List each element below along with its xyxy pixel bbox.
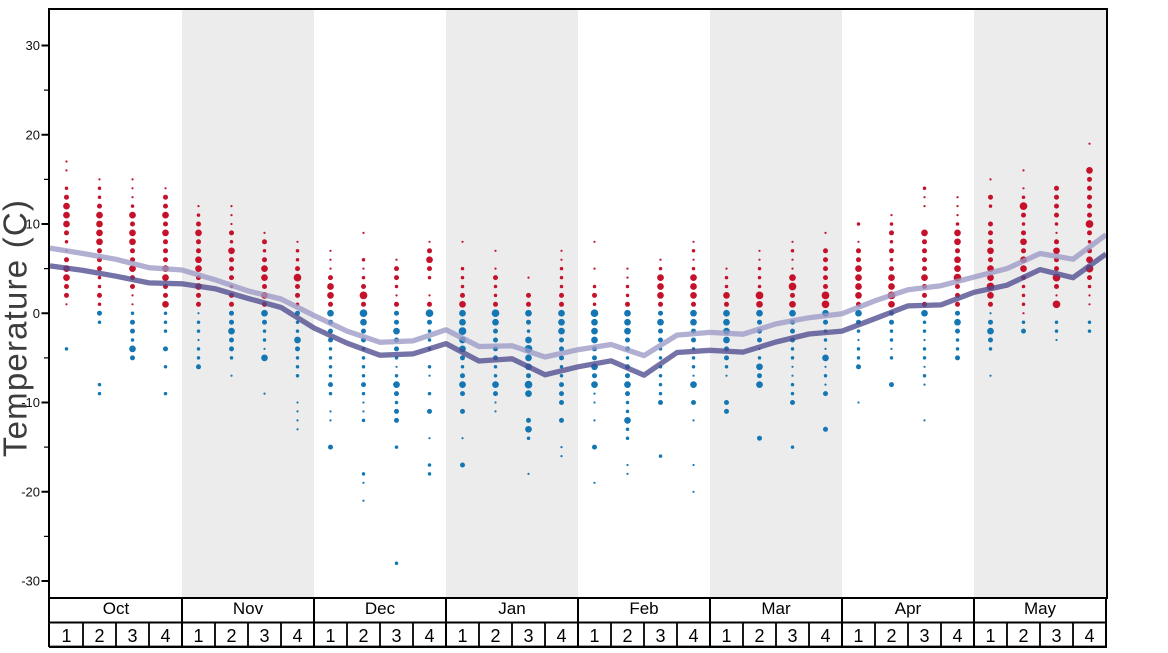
svg-text:3: 3 xyxy=(259,626,269,646)
svg-text:1: 1 xyxy=(589,626,599,646)
svg-text:1: 1 xyxy=(721,626,731,646)
svg-text:4: 4 xyxy=(160,626,170,646)
svg-text:20: 20 xyxy=(26,127,40,142)
svg-text:Feb: Feb xyxy=(629,599,658,618)
svg-text:3: 3 xyxy=(391,626,401,646)
svg-text:2: 2 xyxy=(1018,626,1028,646)
svg-text:May: May xyxy=(1024,599,1057,618)
svg-text:-10: -10 xyxy=(21,395,40,410)
svg-text:2: 2 xyxy=(94,626,104,646)
svg-text:4: 4 xyxy=(424,626,434,646)
svg-text:Oct: Oct xyxy=(103,599,130,618)
svg-text:30: 30 xyxy=(26,38,40,53)
svg-text:2: 2 xyxy=(490,626,500,646)
svg-text:1: 1 xyxy=(61,626,71,646)
svg-text:4: 4 xyxy=(952,626,962,646)
svg-text:10: 10 xyxy=(26,217,40,232)
svg-text:-20: -20 xyxy=(21,484,40,499)
svg-text:1: 1 xyxy=(457,626,467,646)
svg-text:2: 2 xyxy=(754,626,764,646)
svg-text:4: 4 xyxy=(820,626,830,646)
svg-text:Mar: Mar xyxy=(761,599,791,618)
svg-text:3: 3 xyxy=(919,626,929,646)
svg-text:4: 4 xyxy=(688,626,698,646)
svg-text:Dec: Dec xyxy=(365,599,396,618)
svg-text:3: 3 xyxy=(655,626,665,646)
svg-text:0: 0 xyxy=(33,306,40,321)
svg-text:Jan: Jan xyxy=(498,599,525,618)
svg-text:3: 3 xyxy=(787,626,797,646)
svg-text:1: 1 xyxy=(193,626,203,646)
svg-text:3: 3 xyxy=(523,626,533,646)
svg-text:Temperature (C): Temperature (C) xyxy=(0,199,34,457)
svg-text:3: 3 xyxy=(127,626,137,646)
svg-text:2: 2 xyxy=(622,626,632,646)
svg-text:2: 2 xyxy=(886,626,896,646)
svg-text:2: 2 xyxy=(226,626,236,646)
svg-text:4: 4 xyxy=(556,626,566,646)
svg-text:Nov: Nov xyxy=(233,599,264,618)
svg-text:4: 4 xyxy=(1084,626,1094,646)
svg-text:Apr: Apr xyxy=(895,599,922,618)
svg-text:-30: -30 xyxy=(21,574,40,589)
svg-text:3: 3 xyxy=(1051,626,1061,646)
svg-text:2: 2 xyxy=(358,626,368,646)
svg-text:1: 1 xyxy=(325,626,335,646)
svg-text:1: 1 xyxy=(985,626,995,646)
svg-text:1: 1 xyxy=(853,626,863,646)
svg-text:4: 4 xyxy=(292,626,302,646)
